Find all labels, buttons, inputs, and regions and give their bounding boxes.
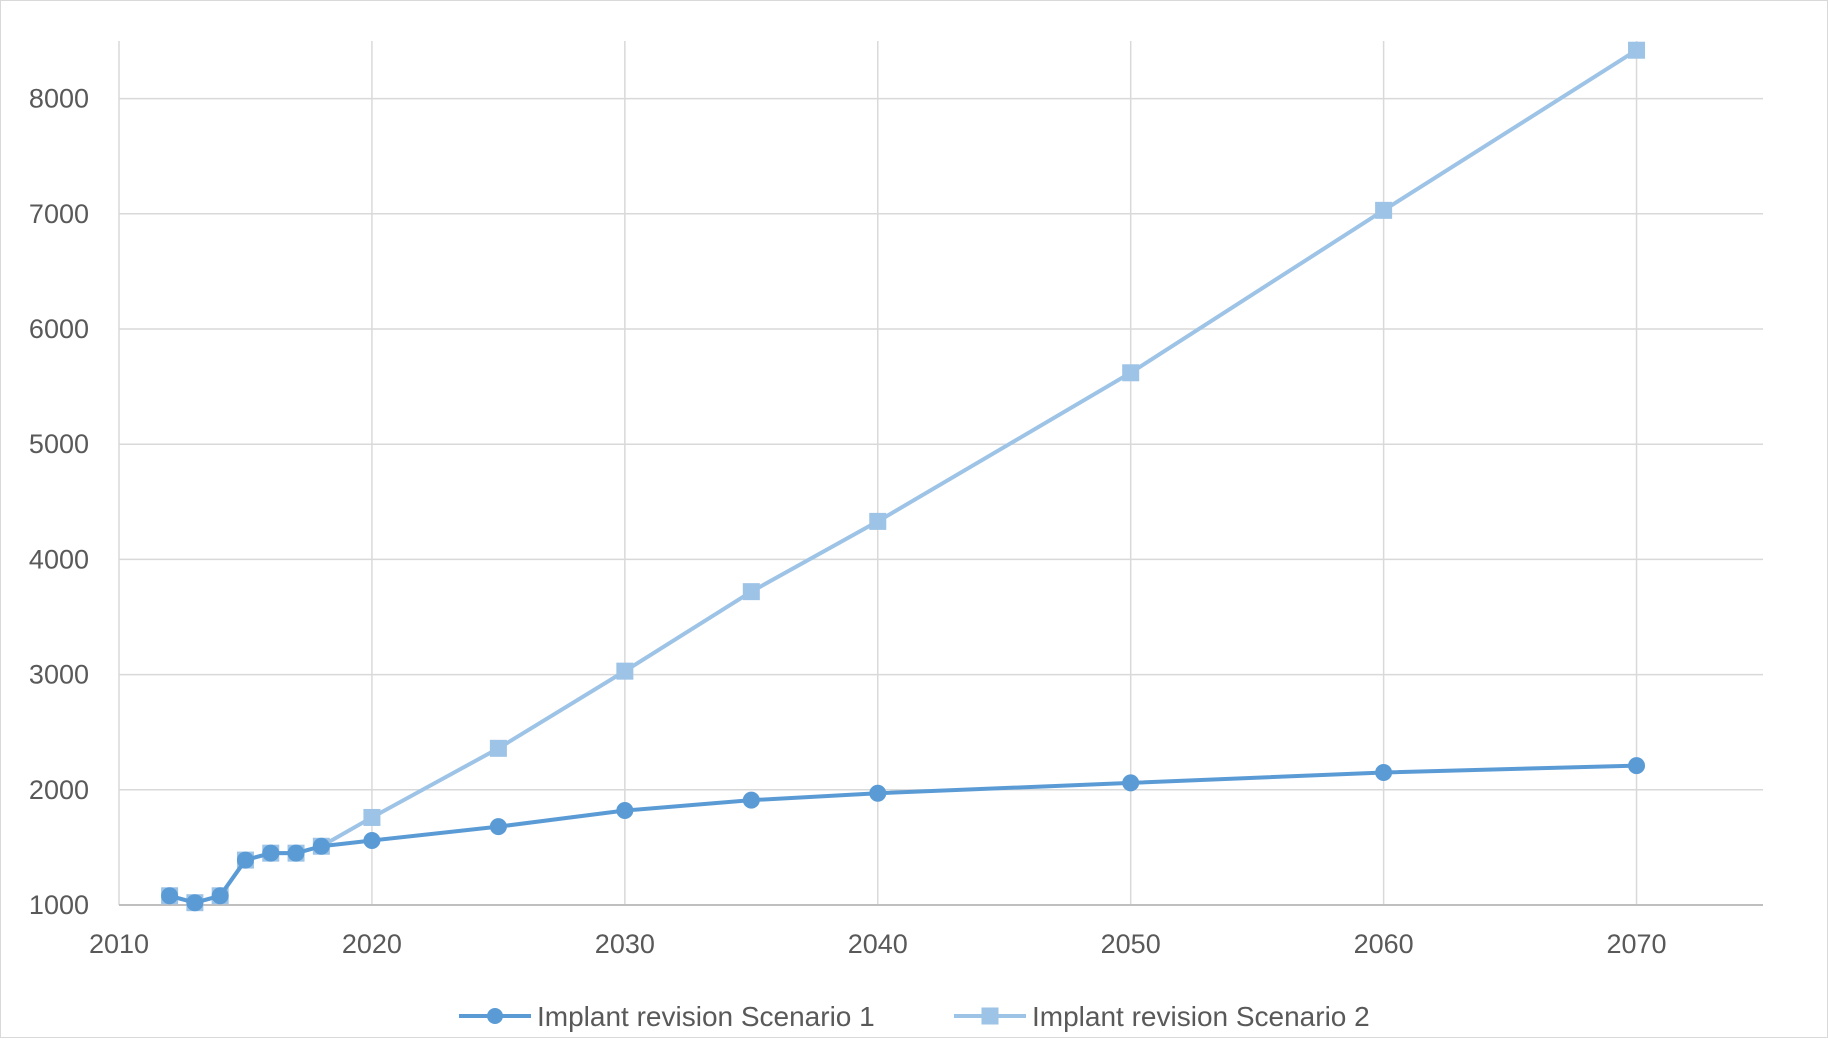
legend-item-1: Implant revision Scenario 1 xyxy=(459,1001,875,1032)
x-tick-label: 2020 xyxy=(342,929,402,959)
series-2-line xyxy=(169,48,1638,905)
x-tick-label: 2070 xyxy=(1606,929,1666,959)
x-tick-label: 2040 xyxy=(848,929,908,959)
data-point-circle xyxy=(236,851,254,869)
legend-label: Implant revision Scenario 1 xyxy=(537,1001,875,1032)
data-point-circle xyxy=(489,818,507,836)
data-point-square xyxy=(1375,201,1393,219)
data-point-circle xyxy=(287,844,305,862)
data-point-square xyxy=(616,662,634,680)
y-tick-label: 3000 xyxy=(29,660,89,690)
data-point-square xyxy=(742,583,760,601)
data-point-circle xyxy=(742,791,760,809)
data-point-circle xyxy=(161,887,179,905)
y-tick-label: 4000 xyxy=(29,544,89,574)
y-tick-label: 8000 xyxy=(29,84,89,114)
gridlines xyxy=(118,41,1763,905)
series-1 xyxy=(161,757,1646,912)
legend-marker-circle xyxy=(487,1008,503,1024)
series-1-line xyxy=(169,763,1637,905)
series-layer xyxy=(161,41,1646,912)
y-tick-label: 7000 xyxy=(29,199,89,229)
series-2 xyxy=(161,41,1646,912)
data-point-circle xyxy=(1375,764,1393,782)
data-point-square xyxy=(869,512,887,530)
data-point-circle xyxy=(1628,757,1646,775)
data-point-circle xyxy=(616,802,634,820)
x-tick-label: 2030 xyxy=(595,929,655,959)
data-point-circle xyxy=(211,887,229,905)
x-tick-label: 2050 xyxy=(1101,929,1161,959)
y-tick-label: 6000 xyxy=(29,314,89,344)
y-tick-label: 2000 xyxy=(29,775,89,805)
data-point-circle xyxy=(1122,774,1140,792)
legend: Implant revision Scenario 1 Implant revis… xyxy=(459,1001,1370,1032)
data-point-circle xyxy=(262,844,280,862)
data-point-square xyxy=(489,739,507,757)
data-point-square xyxy=(1122,364,1140,382)
data-point-circle xyxy=(186,894,204,912)
legend-marker-square xyxy=(981,1007,999,1025)
legend-item-2: Implant revision Scenario 2 xyxy=(954,1001,1370,1032)
data-point-circle xyxy=(312,837,330,855)
legend-label: Implant revision Scenario 2 xyxy=(1032,1001,1370,1032)
axes: 1000 2000 3000 4000 5000 6000 7000 8000 2010 2020… xyxy=(29,84,1763,959)
data-point-circle xyxy=(869,784,887,802)
data-point-square xyxy=(363,808,381,826)
x-tick-label: 2010 xyxy=(89,929,149,959)
data-point-square xyxy=(1628,41,1646,59)
y-tick-label: 5000 xyxy=(29,429,89,459)
x-tick-label: 2060 xyxy=(1354,929,1414,959)
y-tick-label: 1000 xyxy=(29,890,89,920)
data-point-circle xyxy=(363,831,381,849)
